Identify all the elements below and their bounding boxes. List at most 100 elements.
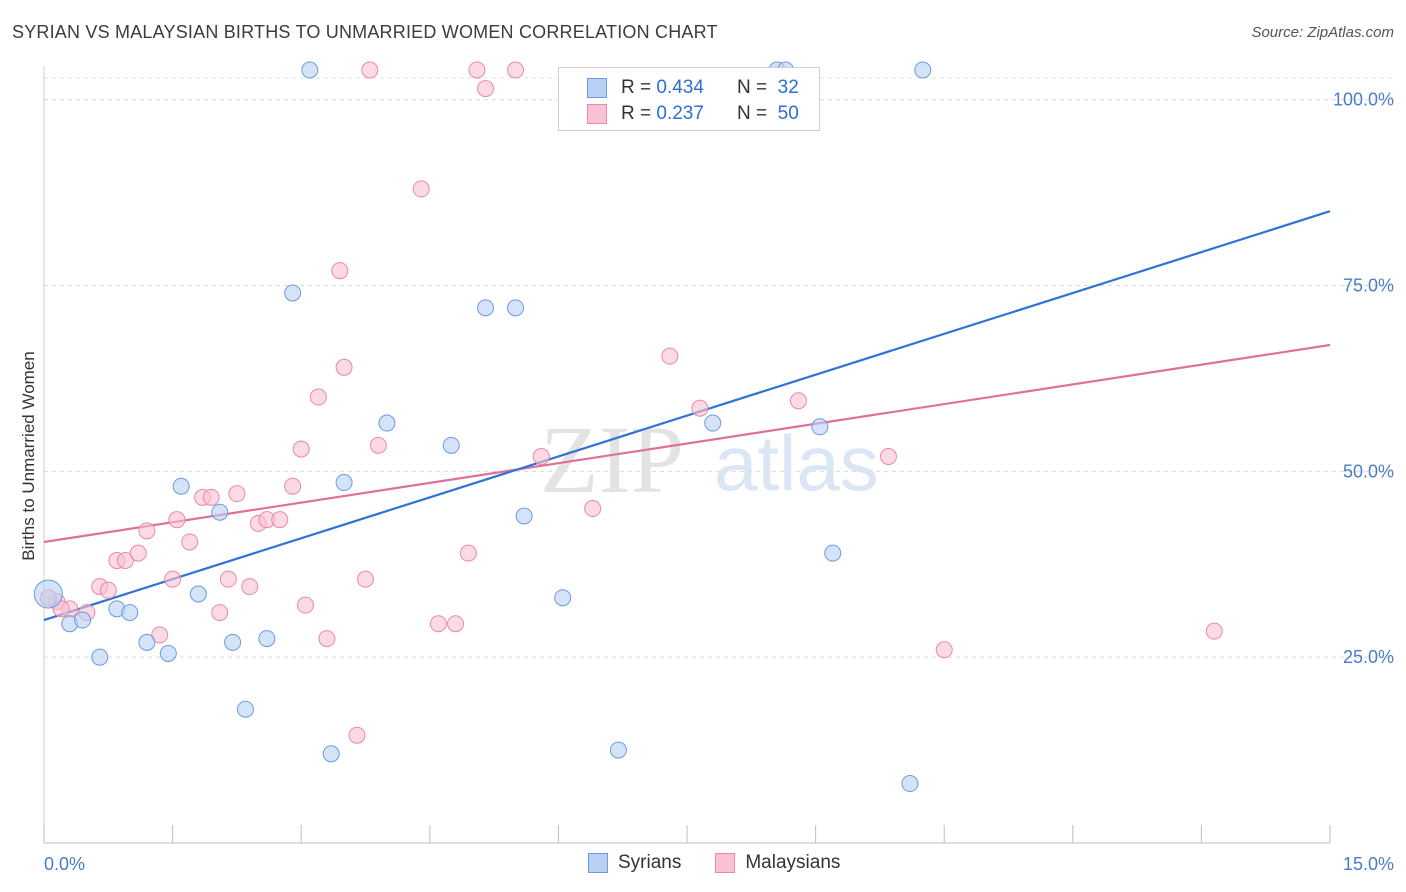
syrians-point [236, 700, 254, 718]
legend-row-syrians: R = 0.434 N = 32 [587, 76, 799, 100]
syrians-point [322, 745, 340, 763]
malaysians-swatch [587, 104, 607, 124]
syrians-point [159, 644, 177, 662]
syrians-point [811, 418, 829, 436]
malaysians-point [357, 570, 374, 588]
y-tick-label: 25.0% [1343, 647, 1394, 667]
syrians-point [301, 61, 319, 79]
chart-title: SYRIAN VS MALAYSIAN BIRTHS TO UNMARRIED … [12, 22, 718, 42]
legend-n-label: N = [736, 103, 768, 124]
malaysians-point [369, 436, 387, 454]
malaysians-point [116, 552, 134, 570]
x-tick-label-max: 15.0% [1343, 854, 1394, 874]
malaysians-point [151, 626, 169, 644]
malaysians-point [532, 448, 550, 465]
malaysians-point [219, 570, 237, 588]
malaysians-point [168, 511, 186, 529]
y-tick-labels: 25.0% 50.0% 75.0% 100.0% [1333, 90, 1394, 667]
syrians-point [211, 503, 229, 521]
syrians-legend-swatch [588, 853, 608, 873]
legend-n-value: 50 [777, 103, 799, 124]
legend-n-label: N = [736, 77, 768, 98]
malaysians-point [691, 399, 709, 417]
trend-lines [43, 210, 1331, 622]
malaysians-point [241, 578, 259, 596]
malaysians-point [459, 544, 477, 562]
malaysians-point [429, 615, 447, 633]
legend-label-syrians: Syrians [618, 852, 682, 873]
malaysians-point [211, 604, 229, 622]
legend-item-malaysians: Malaysians [715, 852, 840, 874]
malaysians-point [477, 80, 495, 98]
malaysians-point [789, 392, 807, 410]
watermark-zip: ZIP [540, 406, 684, 513]
malaysians-point [412, 180, 430, 198]
malaysians-point [661, 347, 679, 365]
syrians-point [224, 633, 242, 651]
syrians-point [284, 284, 302, 302]
y-tick-label: 75.0% [1343, 276, 1394, 296]
malaysians-point [164, 570, 182, 588]
malaysians-point [228, 485, 246, 503]
syrians-point [74, 611, 92, 629]
syrians-point [824, 544, 842, 562]
malaysians-point [202, 488, 220, 506]
malaysians-point [309, 388, 327, 406]
syrians-point [914, 61, 932, 79]
malaysians-point [361, 61, 379, 79]
legend-r-label: R = [621, 103, 652, 124]
malaysians-point [296, 596, 314, 614]
syrians-point [901, 775, 919, 793]
syrians-point [91, 648, 109, 666]
malaysians-point [447, 615, 465, 633]
syrians-point [477, 299, 495, 317]
legend-row-malaysians: R = 0.237 N = 50 [587, 102, 799, 126]
syrians-point [121, 604, 139, 622]
malaysians-point [138, 522, 156, 540]
syrians-point [442, 436, 460, 454]
malaysians-point [271, 511, 289, 529]
syrians-point [335, 474, 353, 492]
y-tick-label: 50.0% [1343, 461, 1394, 481]
syrians-point [609, 741, 627, 759]
malaysians-point [507, 61, 525, 79]
y-tick-label: 100.0% [1333, 90, 1394, 110]
legend-r-value: 0.237 [656, 103, 704, 124]
syrians-point [189, 585, 207, 603]
syrians-swatch [587, 78, 607, 98]
malaysians-point [129, 544, 147, 562]
axes [43, 66, 1331, 844]
malaysians-point [879, 448, 897, 465]
legend-r-value: 0.434 [656, 77, 704, 98]
syrians-point [704, 414, 722, 432]
syrians-point [258, 630, 276, 648]
legend-r-label: R = [621, 77, 652, 98]
syrians-point [378, 414, 396, 432]
malaysians-point [468, 61, 486, 79]
malaysians-point [181, 533, 199, 551]
source-label: Source: ZipAtlas.com [1251, 24, 1394, 41]
malaysians-point [318, 630, 336, 648]
malaysians-point [584, 500, 602, 518]
syrians-trend-line [43, 210, 1331, 622]
series-legend: Syrians Malaysians [588, 852, 874, 874]
legend-item-syrians: Syrians [588, 852, 681, 874]
legend-n-value: 32 [777, 77, 799, 98]
syrians-point [33, 579, 63, 609]
malaysians-point [284, 477, 302, 495]
malaysians-points [39, 61, 1223, 744]
malaysians-point [99, 581, 117, 599]
syrians-point [554, 589, 572, 607]
syrians-point [515, 507, 533, 525]
y-axis-label: Births to Unmarried Women [19, 351, 38, 560]
syrians-point [507, 299, 525, 317]
malaysians-point [331, 262, 349, 280]
malaysians-point [335, 358, 353, 376]
malaysians-point [935, 641, 953, 659]
syrians-point [138, 633, 156, 651]
legend-label-malaysians: Malaysians [745, 852, 841, 873]
malaysians-point [348, 726, 366, 744]
syrians-point [172, 477, 190, 495]
malaysians-legend-swatch [715, 853, 736, 873]
